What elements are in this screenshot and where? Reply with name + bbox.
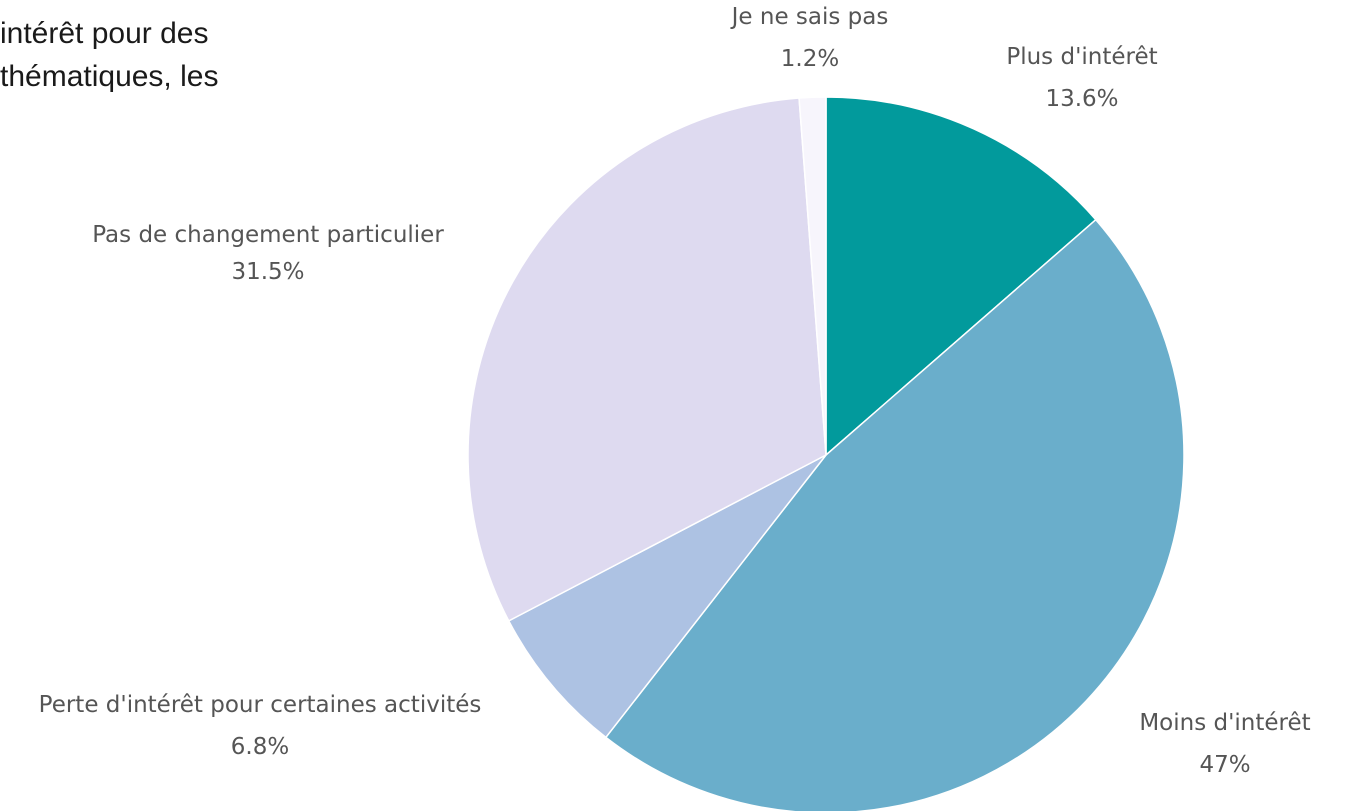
slice-value-label-3: 6.8% xyxy=(231,734,289,760)
pie-slice-1 xyxy=(825,96,1097,457)
pie-slice-4 xyxy=(467,97,827,622)
pie-slice-5 xyxy=(798,96,827,456)
slice-label-2: Moins d'intérêt xyxy=(1139,710,1310,736)
slice-value-label-1: 13.6% xyxy=(1045,86,1118,112)
pie-slices xyxy=(467,96,1185,811)
slice-label-1: Plus d'intérêt xyxy=(1006,44,1157,70)
slice-value-label-2: 47% xyxy=(1199,752,1250,778)
pie-slice-3 xyxy=(507,454,827,739)
body-text-line-2: thématiques, les xyxy=(0,60,219,93)
slice-value-label-5: 1.2% xyxy=(781,46,839,72)
slice-label-5: Je ne sais pas xyxy=(730,4,889,30)
pie-slice-2 xyxy=(604,218,1185,811)
slice-label-3: Perte d'intérêt pour certaines activités xyxy=(39,692,482,718)
pie-labels: Plus d'intérêt 13.6% Moins d'intérêt 47% Per… xyxy=(39,4,1311,778)
body-text-line-1: intérêt pour des xyxy=(0,17,209,50)
cropped-body-text: intérêt pour des thématiques, les xyxy=(0,12,218,98)
slice-value-label-4: 31.5% xyxy=(231,259,304,285)
slice-label-4: Pas de changement particulier xyxy=(92,222,444,248)
